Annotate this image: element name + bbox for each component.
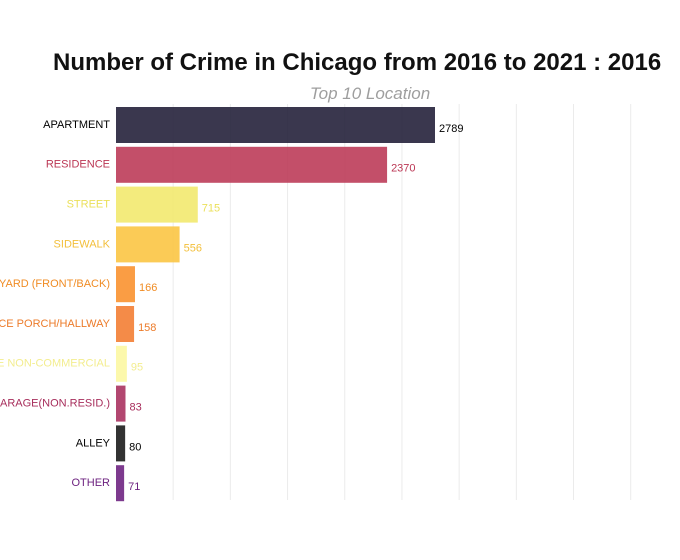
bar (116, 425, 126, 462)
bars: APARTMENT 2789 RESIDENCE 2370 STREET 715 SIDEW… (0, 107, 463, 502)
category-label: ALLEY (76, 437, 111, 449)
category-label: OTHER (72, 477, 111, 489)
bar (116, 226, 180, 263)
value-label: 83 (129, 402, 141, 414)
bar (116, 266, 135, 303)
bar (116, 306, 135, 342)
value-label: 166 (139, 282, 157, 294)
category-label: RESIDENCE-YARD (FRONT/BACK) (0, 278, 110, 290)
value-label: 2370 (391, 163, 415, 175)
category-label: VEHICLE NON-COMMERCIAL (0, 358, 110, 370)
category-label: RESIDENCE (46, 159, 110, 171)
category-label: STREET (67, 199, 111, 211)
value-label: 80 (129, 441, 141, 453)
bar (116, 385, 126, 422)
category-label: SIDEWALK (54, 238, 111, 250)
bar (116, 146, 388, 183)
category-label: APARTMENT (43, 119, 110, 131)
value-label: 556 (184, 242, 202, 254)
chart-subtitle: Top 10 Location (310, 84, 430, 103)
value-label: 71 (128, 481, 140, 493)
value-label: 2789 (439, 123, 463, 135)
category-label: RESIDENCE PORCH/HALLWAY (0, 318, 111, 330)
value-label: 715 (202, 203, 220, 215)
bar (116, 107, 435, 143)
value-label: 95 (131, 362, 143, 374)
bar (116, 345, 127, 382)
bar (116, 186, 198, 223)
chart-title: Number of Crime in Chicago from 2016 to … (53, 49, 661, 76)
bar (116, 465, 125, 502)
value-label: 158 (138, 322, 156, 334)
category-label: RESIDENCE-GARAGE(NON.RESID.) (0, 398, 110, 410)
